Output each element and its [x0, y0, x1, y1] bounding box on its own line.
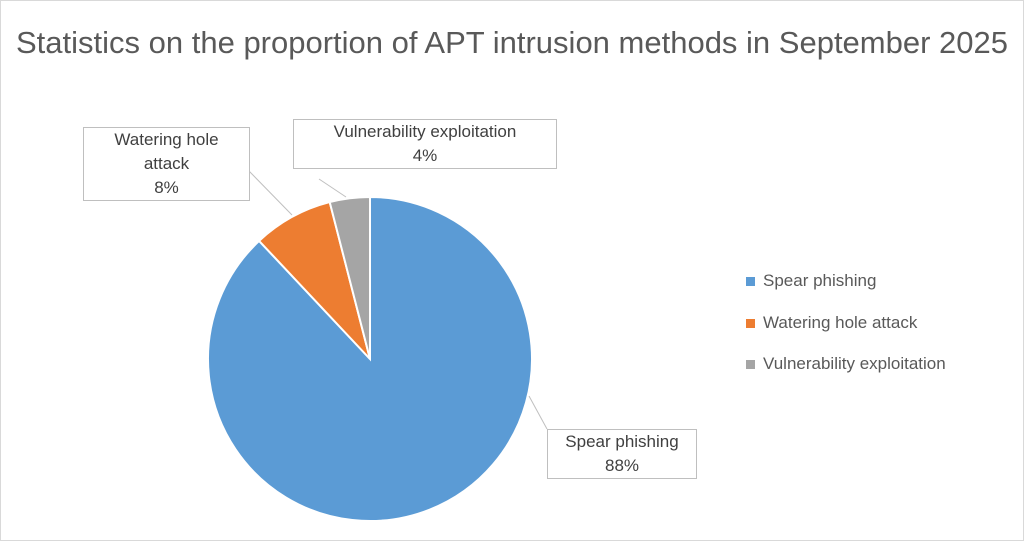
chart-title: Statistics on the proportion of APT intr…	[16, 25, 1008, 60]
pie-slice-vulnerability-exploitation	[328, 195, 371, 360]
leader-line	[248, 170, 293, 216]
leader-line	[528, 395, 548, 430]
legend-item-vulnerability: Vulnerability exploitation	[746, 354, 946, 374]
data-label-spear-phishing: Spear phishing 88%	[547, 429, 697, 479]
legend-item-spear-phishing: Spear phishing	[746, 271, 876, 291]
data-label-vulnerability: Vulnerability exploitation 4%	[293, 119, 557, 169]
data-label-watering-hole: Watering hole attack 8%	[83, 127, 250, 201]
leader-line	[318, 178, 347, 198]
legend-item-watering-hole: Watering hole attack	[746, 313, 917, 333]
